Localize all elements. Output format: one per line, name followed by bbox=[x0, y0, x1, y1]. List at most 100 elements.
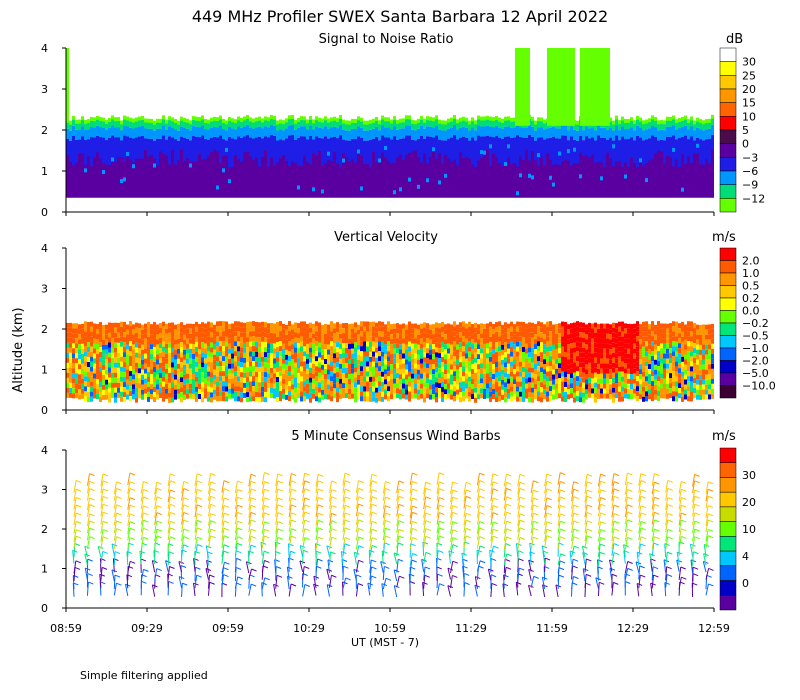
velocity-cell bbox=[144, 323, 147, 329]
velocity-cell bbox=[177, 383, 180, 389]
colorbar-label: 15 bbox=[742, 97, 756, 110]
wind-barb-flag bbox=[180, 565, 187, 568]
snr-cell bbox=[315, 120, 318, 127]
velocity-cell bbox=[579, 387, 582, 393]
velocity-cell bbox=[123, 382, 126, 388]
wind-barb bbox=[140, 505, 144, 519]
snr-cell bbox=[237, 126, 240, 137]
velocity-cell bbox=[339, 393, 342, 399]
velocity-cell bbox=[435, 392, 438, 398]
velocity-cell bbox=[687, 371, 690, 377]
velocity-cell bbox=[144, 368, 147, 374]
velocity-cell bbox=[378, 366, 381, 372]
velocity-cell bbox=[66, 322, 69, 328]
velocity-cell bbox=[324, 393, 327, 399]
velocity-cell bbox=[363, 396, 366, 402]
velocity-cell bbox=[96, 354, 99, 360]
velocity-cell bbox=[648, 354, 651, 360]
snr-cell bbox=[678, 118, 681, 124]
snr-cell bbox=[141, 159, 144, 198]
velocity-cell bbox=[297, 378, 300, 384]
velocity-cell bbox=[297, 393, 300, 399]
velocity-cell bbox=[576, 376, 579, 382]
velocity-cell bbox=[156, 334, 159, 340]
velocity-cell bbox=[537, 376, 540, 382]
snr-cell bbox=[327, 118, 330, 124]
velocity-cell bbox=[177, 368, 180, 374]
velocity-cell bbox=[384, 334, 387, 340]
snr-cell bbox=[579, 125, 582, 136]
velocity-cell bbox=[105, 329, 108, 335]
snr-cell bbox=[303, 155, 306, 198]
velocity-cell bbox=[201, 352, 204, 358]
velocity-cell bbox=[387, 341, 390, 347]
velocity-cell bbox=[573, 387, 576, 393]
snr-cell bbox=[552, 126, 555, 137]
velocity-cell bbox=[426, 383, 429, 389]
velocity-cell bbox=[618, 346, 621, 352]
velocity-cell bbox=[93, 373, 96, 379]
plot-area-0 bbox=[66, 48, 714, 198]
velocity-cell bbox=[189, 333, 192, 339]
velocity-cell bbox=[576, 396, 579, 402]
velocity-cell bbox=[276, 361, 279, 367]
velocity-cell bbox=[381, 391, 384, 397]
wind-barb-flag bbox=[237, 489, 243, 492]
snr-cell bbox=[690, 126, 693, 137]
velocity-cell bbox=[546, 341, 549, 347]
velocity-cell bbox=[141, 369, 144, 375]
velocity-cell bbox=[303, 371, 306, 377]
velocity-cell bbox=[663, 358, 666, 364]
snr-cell bbox=[312, 123, 315, 130]
velocity-cell bbox=[471, 329, 474, 335]
snr-cell bbox=[75, 129, 78, 140]
velocity-cell bbox=[408, 321, 411, 327]
velocity-cell bbox=[417, 369, 420, 375]
velocity-cell bbox=[573, 352, 576, 358]
snr-cell bbox=[408, 125, 411, 136]
velocity-cell bbox=[273, 343, 276, 349]
wind-barb-flag bbox=[237, 511, 243, 515]
velocity-cell bbox=[180, 392, 183, 398]
velocity-cell bbox=[678, 328, 681, 334]
velocity-cell bbox=[348, 339, 351, 345]
wind-barb-flag bbox=[87, 558, 93, 562]
velocity-cell bbox=[543, 389, 546, 395]
velocity-cell bbox=[282, 378, 285, 384]
velocity-cell bbox=[222, 361, 225, 367]
velocity-cell bbox=[87, 377, 90, 383]
velocity-cell bbox=[702, 349, 705, 355]
velocity-cell bbox=[444, 364, 447, 370]
velocity-cell bbox=[357, 369, 360, 375]
velocity-cell bbox=[294, 387, 297, 393]
velocity-cell bbox=[516, 386, 519, 392]
velocity-cell bbox=[678, 358, 681, 364]
velocity-cell bbox=[450, 359, 453, 365]
velocity-cell bbox=[93, 353, 96, 359]
snr-cell bbox=[228, 120, 231, 127]
snr-cell bbox=[225, 120, 228, 126]
snr-cell bbox=[573, 163, 576, 198]
velocity-cell bbox=[267, 378, 270, 384]
velocity-cell bbox=[135, 362, 138, 368]
velocity-cell bbox=[117, 387, 120, 393]
velocity-cell bbox=[711, 323, 714, 329]
velocity-cell bbox=[366, 356, 369, 362]
velocity-cell bbox=[237, 351, 240, 357]
velocity-cell bbox=[330, 341, 333, 347]
snr-cell bbox=[534, 130, 537, 141]
snr-cell bbox=[192, 126, 195, 137]
velocity-cell bbox=[528, 327, 531, 333]
velocity-cell bbox=[549, 331, 552, 337]
velocity-cell bbox=[147, 321, 150, 327]
velocity-cell bbox=[258, 322, 261, 328]
velocity-cell bbox=[105, 354, 108, 360]
velocity-cell bbox=[552, 389, 555, 395]
velocity-cell bbox=[264, 322, 267, 328]
velocity-cell bbox=[249, 386, 252, 392]
velocity-cell bbox=[294, 377, 297, 383]
velocity-cell bbox=[483, 333, 486, 339]
velocity-cell bbox=[672, 396, 675, 402]
velocity-cell bbox=[459, 392, 462, 398]
snr-cell bbox=[318, 127, 321, 138]
